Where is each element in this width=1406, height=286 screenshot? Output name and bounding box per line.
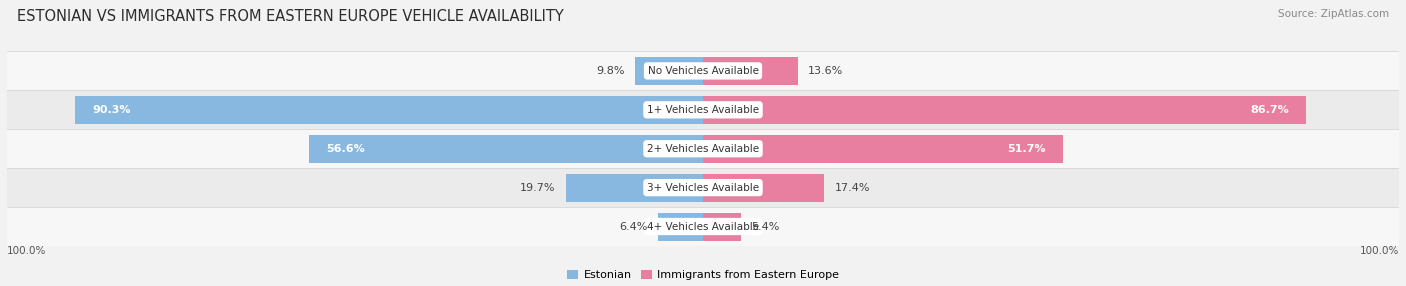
Bar <box>703 174 824 202</box>
Text: 56.6%: 56.6% <box>326 144 366 154</box>
Bar <box>309 135 703 163</box>
Text: 2+ Vehicles Available: 2+ Vehicles Available <box>647 144 759 154</box>
Bar <box>703 135 1063 163</box>
Bar <box>7 168 1399 207</box>
Text: 1+ Vehicles Available: 1+ Vehicles Available <box>647 105 759 115</box>
Text: 13.6%: 13.6% <box>808 66 844 76</box>
Text: 3+ Vehicles Available: 3+ Vehicles Available <box>647 183 759 192</box>
Text: 5.4%: 5.4% <box>751 222 779 231</box>
Text: Source: ZipAtlas.com: Source: ZipAtlas.com <box>1278 9 1389 19</box>
Bar <box>658 212 703 241</box>
Text: 100.0%: 100.0% <box>1360 246 1399 256</box>
Bar <box>7 90 1399 129</box>
Bar <box>7 51 1399 90</box>
Text: 4+ Vehicles Available: 4+ Vehicles Available <box>647 222 759 231</box>
Text: No Vehicles Available: No Vehicles Available <box>648 66 758 76</box>
Bar <box>565 174 703 202</box>
Text: 100.0%: 100.0% <box>7 246 46 256</box>
Bar <box>7 207 1399 246</box>
Text: 19.7%: 19.7% <box>520 183 555 192</box>
Text: 86.7%: 86.7% <box>1250 105 1289 115</box>
Bar <box>634 57 703 85</box>
Text: ESTONIAN VS IMMIGRANTS FROM EASTERN EUROPE VEHICLE AVAILABILITY: ESTONIAN VS IMMIGRANTS FROM EASTERN EURO… <box>17 9 564 23</box>
Bar <box>703 212 741 241</box>
Legend: Estonian, Immigrants from Eastern Europe: Estonian, Immigrants from Eastern Europe <box>567 270 839 281</box>
Bar <box>75 96 703 124</box>
Bar <box>7 129 1399 168</box>
Text: 51.7%: 51.7% <box>1007 144 1046 154</box>
Bar <box>703 96 1306 124</box>
Bar <box>703 57 797 85</box>
Text: 9.8%: 9.8% <box>596 66 624 76</box>
Text: 6.4%: 6.4% <box>620 222 648 231</box>
Text: 90.3%: 90.3% <box>91 105 131 115</box>
Text: 17.4%: 17.4% <box>835 183 870 192</box>
